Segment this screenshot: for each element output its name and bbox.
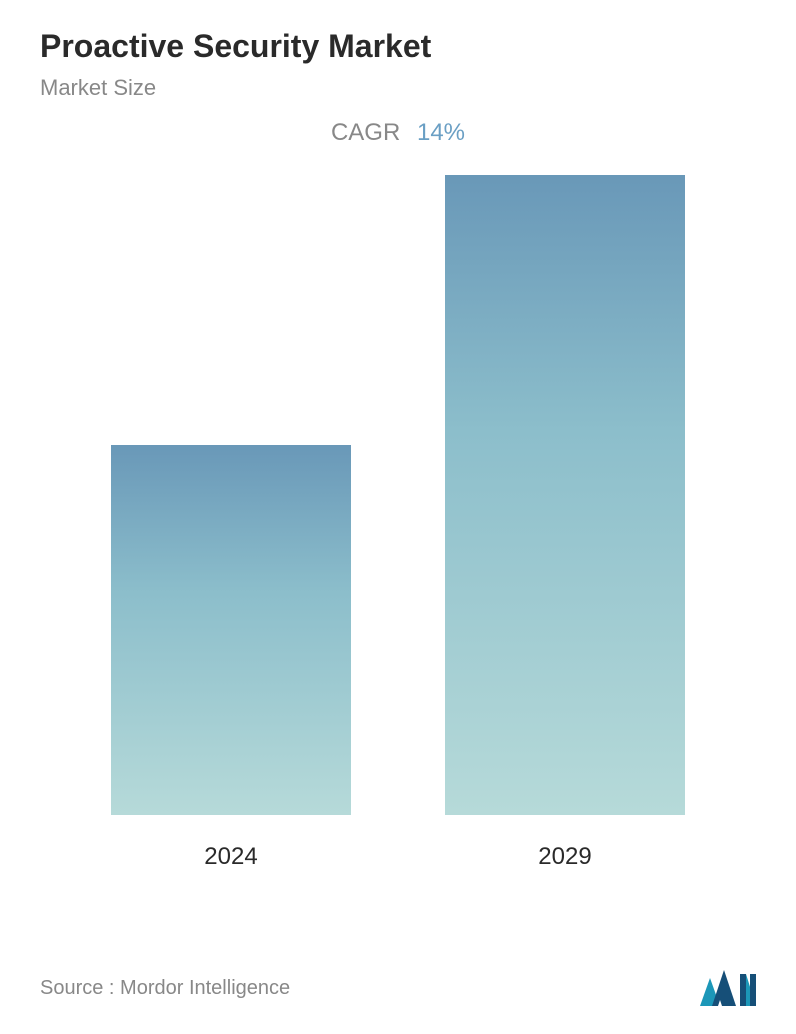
cagr-value: 14% xyxy=(417,119,465,146)
bar-2024 xyxy=(111,445,351,815)
bar-2029 xyxy=(445,175,685,815)
chart-subtitle: Market Size xyxy=(40,75,756,101)
bar-chart: 2024 2029 xyxy=(40,191,756,871)
footer: Source : Mordor Intelligence xyxy=(40,970,756,1006)
bar-label-2024: 2024 xyxy=(204,843,257,871)
chart-title: Proactive Security Market xyxy=(40,28,756,65)
source-text: Source : Mordor Intelligence xyxy=(40,977,290,1000)
bar-group-2024: 2024 xyxy=(101,445,361,871)
cagr-label: CAGR xyxy=(331,119,400,146)
bar-group-2029: 2029 xyxy=(435,175,695,871)
mordor-logo-icon xyxy=(700,970,756,1006)
cagr-row: CAGR 14% xyxy=(40,119,756,147)
bar-label-2029: 2029 xyxy=(538,843,591,871)
